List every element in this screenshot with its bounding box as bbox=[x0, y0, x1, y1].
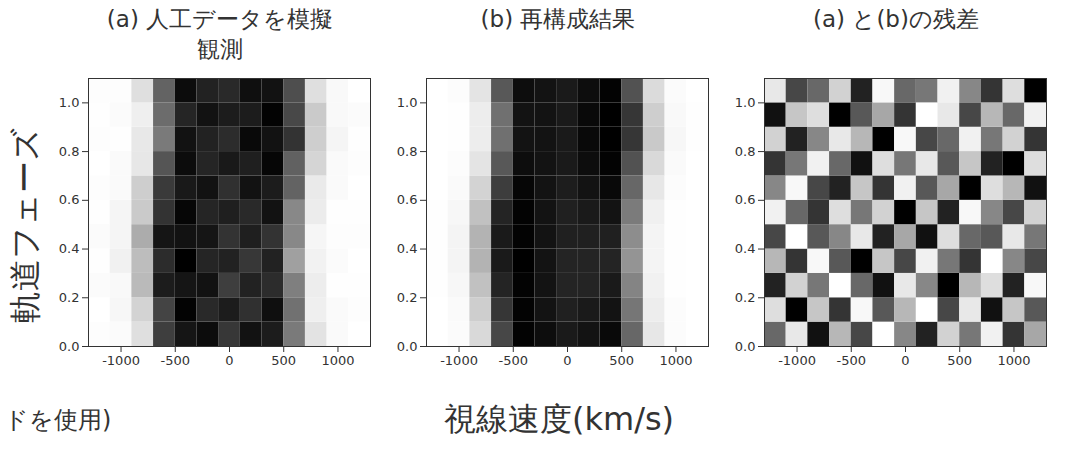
svg-text:0: 0 bbox=[225, 353, 233, 368]
svg-text:0.6: 0.6 bbox=[397, 192, 418, 207]
svg-text:0: 0 bbox=[901, 353, 909, 368]
svg-text:1.0: 1.0 bbox=[59, 95, 80, 110]
svg-text:0.4: 0.4 bbox=[735, 241, 756, 256]
html-text:(a) と(b)の残差: (a) と(b)の残差 bbox=[813, 6, 979, 32]
svg-text:0.6: 0.6 bbox=[59, 192, 80, 207]
svg-text:0.4: 0.4 bbox=[397, 241, 418, 256]
html-text:ドを使用): ドを使用) bbox=[4, 406, 112, 434]
svg-text:0.8: 0.8 bbox=[735, 144, 756, 159]
html-text:(b) 再構成結果: (b) 再構成結果 bbox=[480, 6, 636, 32]
svg-text:500: 500 bbox=[271, 353, 296, 368]
svg-text:1000: 1000 bbox=[321, 353, 354, 368]
svg-text:-1000: -1000 bbox=[102, 353, 140, 368]
svg-text:0.0: 0.0 bbox=[59, 339, 80, 354]
svg-text:0.8: 0.8 bbox=[397, 144, 418, 159]
svg-text:1000: 1000 bbox=[997, 353, 1030, 368]
svg-text:-500: -500 bbox=[837, 353, 867, 368]
svg-text:0: 0 bbox=[563, 353, 571, 368]
svg-text:1.0: 1.0 bbox=[397, 95, 418, 110]
svg-text:0.2: 0.2 bbox=[397, 290, 418, 305]
svg-text:500: 500 bbox=[609, 353, 634, 368]
svg-text:1000: 1000 bbox=[659, 353, 692, 368]
svg-text:-500: -500 bbox=[499, 353, 529, 368]
svg-text:0.0: 0.0 bbox=[397, 339, 418, 354]
svg-text:0.0: 0.0 bbox=[735, 339, 756, 354]
svg-text:0.2: 0.2 bbox=[735, 290, 756, 305]
svg-text:0.8: 0.8 bbox=[59, 144, 80, 159]
html-text:(a) 人工データを模擬観測: (a) 人工データを模擬観測 bbox=[106, 6, 334, 62]
svg-text:0.6: 0.6 bbox=[735, 192, 756, 207]
html-text:視線速度(km/s): 視線速度(km/s) bbox=[443, 400, 675, 438]
svg-text:-1000: -1000 bbox=[778, 353, 816, 368]
html-text:軌道フェーズ: 軌道フェーズ bbox=[6, 127, 44, 323]
svg-text:-500: -500 bbox=[161, 353, 191, 368]
svg-text:1.0: 1.0 bbox=[735, 95, 756, 110]
svg-text:0.4: 0.4 bbox=[59, 241, 80, 256]
svg-text:0.2: 0.2 bbox=[59, 290, 80, 305]
svg-text:500: 500 bbox=[947, 353, 972, 368]
svg-text:-1000: -1000 bbox=[440, 353, 478, 368]
